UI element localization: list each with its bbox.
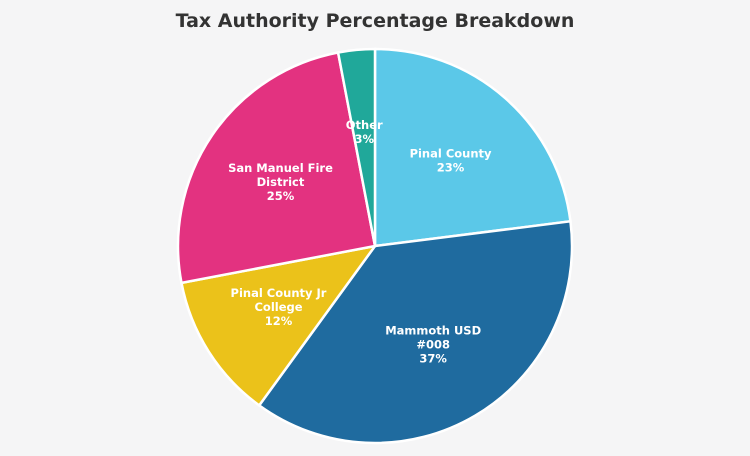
pie-slice — [336, 47, 377, 247]
slice-label: Mammoth USD #008 37% — [385, 323, 481, 365]
slice-name-label: College — [254, 300, 302, 314]
slice-label: San Manuel Fire District 25% — [228, 161, 333, 203]
slice-name-label: San Manuel Fire — [228, 161, 333, 175]
pie-slice — [257, 219, 574, 445]
pie-slice — [373, 47, 572, 248]
slice-name-label: Mammoth USD — [385, 323, 481, 337]
slice-label: Other 3% — [346, 118, 383, 146]
slice-label: Pinal County Jr College 12% — [231, 286, 327, 328]
slice-value-label: 25% — [267, 189, 295, 203]
slice-value-label: 12% — [265, 314, 293, 328]
slice-value-label: 3% — [354, 132, 374, 146]
slice-name-label: Pinal County — [410, 146, 492, 160]
slice-value-label: 23% — [437, 160, 465, 174]
pie-slice — [180, 244, 378, 408]
slice-label: Pinal County 23% — [410, 146, 492, 174]
slice-name-label: District — [257, 175, 305, 189]
slice-name-label: Other — [346, 118, 383, 132]
pie-slice — [176, 51, 377, 285]
slice-name-label: Pinal County Jr — [231, 286, 327, 300]
slice-value-label: 37% — [419, 351, 447, 365]
chart-title: Tax Authority Percentage Breakdown — [175, 10, 575, 32]
slice-name-label: #008 — [416, 337, 450, 351]
